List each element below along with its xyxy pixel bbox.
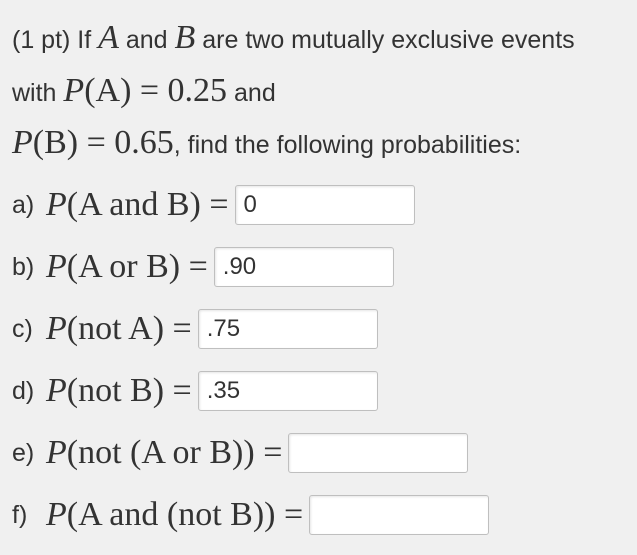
part-a: a) P(A and B) = <box>12 178 625 232</box>
part-c: c) P(not A) = <box>12 302 625 356</box>
part-e-expression: P(not (A or B)) = <box>46 434 282 472</box>
part-b-label: b) <box>12 253 46 282</box>
part-f: f) P(A and (not B)) = <box>12 488 625 542</box>
part-a-input[interactable] <box>235 185 415 225</box>
part-f-input[interactable] <box>309 495 489 535</box>
part-b-input[interactable] <box>214 247 394 287</box>
part-f-expression: P(A and (not B)) = <box>46 496 303 534</box>
part-c-expression: P(not A) = <box>46 310 192 348</box>
problem-page: (1 pt) If A and B are two mutually exclu… <box>0 0 637 542</box>
between-and: and <box>227 79 276 107</box>
part-d-expression: P(not B) = <box>46 372 192 410</box>
parts-list: a) P(A and B) = b) P(A or B) = c) P(not … <box>12 178 625 542</box>
part-b: b) P(A or B) = <box>12 240 625 294</box>
part-d: d) P(not B) = <box>12 364 625 418</box>
pb-expression: P(B) = 0.65 <box>12 124 174 161</box>
part-e: e) P(not (A or B)) = <box>12 426 625 480</box>
part-e-input[interactable] <box>288 433 468 473</box>
after-pb: , find the following probabilities: <box>174 131 521 159</box>
part-e-label: e) <box>12 439 46 468</box>
var-b: B <box>175 19 196 56</box>
intro-between: and <box>119 26 175 54</box>
part-a-expression: P(A and B) = <box>46 186 229 224</box>
part-d-label: d) <box>12 377 46 406</box>
points-label: (1 pt) <box>12 26 77 54</box>
part-b-expression: P(A or B) = <box>46 248 208 286</box>
pa-expression: P(A) = 0.25 <box>63 72 227 109</box>
var-a: A <box>98 19 119 56</box>
intro-before-a: If <box>77 26 98 54</box>
part-a-label: a) <box>12 191 46 220</box>
part-c-label: c) <box>12 315 46 344</box>
part-f-label: f) <box>12 501 46 530</box>
part-d-input[interactable] <box>198 371 378 411</box>
part-c-input[interactable] <box>198 309 378 349</box>
problem-statement: (1 pt) If A and B are two mutually exclu… <box>12 12 625 170</box>
